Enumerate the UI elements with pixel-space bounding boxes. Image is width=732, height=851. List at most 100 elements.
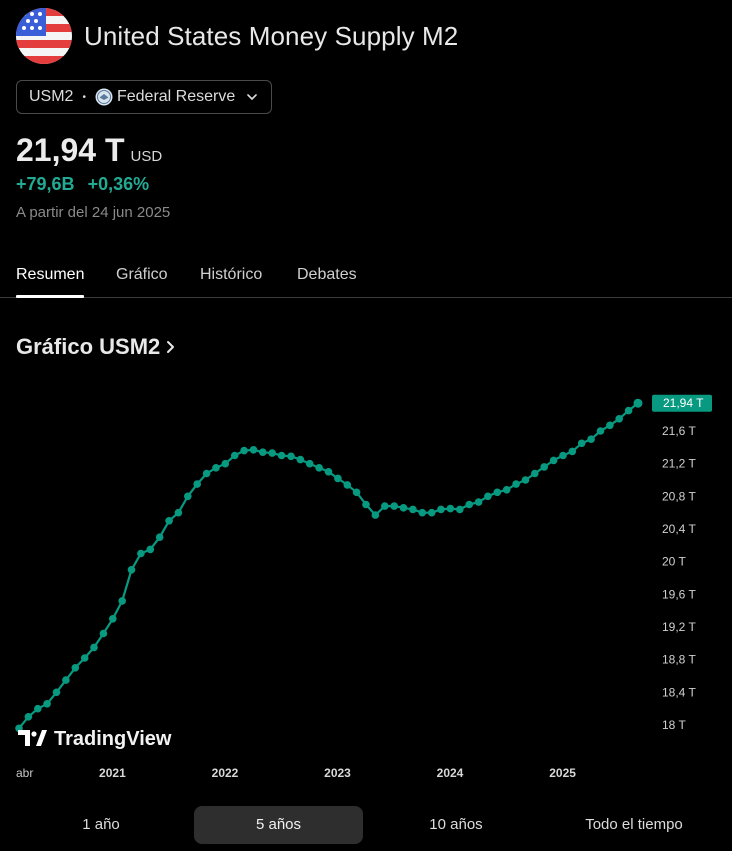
data-point bbox=[202, 469, 211, 478]
data-point bbox=[456, 505, 464, 514]
tab-historico[interactable]: Histórico bbox=[200, 266, 263, 283]
change-percent: +0,36% bbox=[87, 174, 150, 194]
period-10y-button[interactable]: 10 años bbox=[429, 816, 483, 833]
watermark-text: TradingView bbox=[54, 728, 172, 750]
data-point bbox=[137, 549, 145, 558]
data-point bbox=[109, 615, 117, 623]
x-year-label: 2023 bbox=[324, 766, 351, 780]
data-point bbox=[80, 654, 89, 662]
y-tick-label: 21,6 T bbox=[662, 424, 696, 438]
data-point bbox=[399, 504, 408, 512]
data-point bbox=[118, 597, 126, 605]
data-point bbox=[615, 415, 623, 423]
source-label: Federal Reserve bbox=[116, 88, 236, 105]
y-tick-label: 21,2 T bbox=[662, 457, 696, 471]
data-point bbox=[559, 451, 567, 460]
data-point bbox=[165, 517, 173, 525]
tab-bar: Resumen Gráfico Histórico Debates bbox=[0, 262, 732, 298]
data-point bbox=[352, 488, 361, 497]
y-tick-label: 20,8 T bbox=[662, 489, 696, 503]
data-point bbox=[34, 704, 42, 713]
data-point bbox=[381, 502, 389, 510]
data-point bbox=[362, 500, 370, 509]
y-axis: 18 T 18,4 T 18,8 T 19,2 T 19,6 T 20 T 20,4 T 20… bbox=[662, 424, 696, 732]
quote-value-row: 21,94 T USD bbox=[16, 132, 162, 169]
separator-dot: • bbox=[82, 91, 86, 103]
data-point bbox=[296, 455, 305, 464]
data-point bbox=[249, 446, 258, 454]
data-point bbox=[43, 700, 51, 708]
data-point bbox=[155, 533, 164, 541]
chevron-right-icon bbox=[167, 341, 175, 353]
data-point bbox=[287, 452, 295, 461]
data-point bbox=[268, 449, 277, 457]
tradingview-logo-icon bbox=[18, 730, 47, 746]
quote-value: 21,94 T bbox=[16, 132, 125, 168]
data-point bbox=[409, 505, 417, 514]
data-point bbox=[71, 664, 80, 672]
y-tick-label: 20 T bbox=[662, 555, 686, 569]
data-point bbox=[52, 688, 61, 697]
data-point bbox=[568, 447, 577, 456]
symbol-source-selector[interactable]: USM2 • Federal Reserve bbox=[16, 80, 272, 114]
period-1y-button[interactable]: 1 año bbox=[82, 816, 120, 833]
y-tick-label: 19,2 T bbox=[662, 620, 696, 634]
data-point bbox=[99, 629, 108, 638]
data-point bbox=[596, 427, 605, 435]
data-point bbox=[577, 439, 586, 448]
symbol-label: USM2 bbox=[29, 88, 74, 105]
data-point bbox=[212, 464, 220, 472]
tab-grafico[interactable]: Gráfico bbox=[116, 266, 168, 283]
data-point bbox=[474, 498, 483, 506]
section-title: Gráfico USM2 bbox=[16, 334, 161, 359]
series-points bbox=[15, 398, 643, 733]
period-5y-button[interactable]: 5 años bbox=[194, 806, 363, 844]
data-point bbox=[324, 468, 333, 476]
data-point bbox=[606, 421, 614, 430]
data-point bbox=[390, 502, 399, 510]
period-all-button[interactable]: Todo el tiempo bbox=[585, 816, 683, 833]
data-point bbox=[277, 451, 286, 460]
x-axis: abr 2021 2022 2023 2024 2025 bbox=[16, 766, 576, 780]
data-point bbox=[502, 486, 511, 494]
chevron-down-icon bbox=[247, 94, 257, 100]
x-year-label: 2022 bbox=[212, 766, 239, 780]
y-tick-label: 20,4 T bbox=[662, 522, 696, 536]
data-point bbox=[184, 492, 192, 501]
data-point bbox=[437, 505, 445, 514]
data-point bbox=[127, 566, 136, 574]
last-value-badge: 21,94 T bbox=[652, 394, 712, 412]
us-flag-icon bbox=[16, 8, 72, 64]
m2-line-chart[interactable]: 18 T 18,4 T 18,8 T 19,2 T 19,6 T 20 T 20,4 T 20… bbox=[0, 380, 732, 790]
y-tick-label: 18,4 T bbox=[662, 685, 696, 699]
data-point bbox=[633, 398, 643, 408]
data-point bbox=[315, 464, 323, 472]
last-value-label: 21,94 T bbox=[663, 396, 704, 410]
data-point bbox=[587, 435, 595, 443]
x-year-label: 2021 bbox=[99, 766, 126, 780]
data-point bbox=[334, 474, 342, 483]
as-of-date: A partir del 24 jun 2025 bbox=[16, 204, 171, 221]
data-point bbox=[305, 459, 314, 468]
data-point bbox=[418, 508, 427, 517]
page-title: United States Money Supply M2 bbox=[84, 20, 459, 51]
data-point bbox=[446, 504, 455, 513]
data-point bbox=[193, 480, 201, 488]
data-point bbox=[259, 448, 267, 456]
y-tick-label: 18 T bbox=[662, 718, 686, 732]
federal-reserve-seal-icon bbox=[95, 88, 113, 106]
data-point bbox=[465, 500, 474, 509]
data-point bbox=[493, 488, 502, 497]
active-tab-indicator bbox=[16, 295, 84, 298]
y-tick-label: 18,8 T bbox=[662, 653, 696, 667]
chart-section-link[interactable]: Gráfico USM2 bbox=[16, 334, 176, 360]
series-line bbox=[18, 402, 639, 729]
data-point bbox=[512, 480, 520, 488]
page-header: United States Money Supply M2 bbox=[16, 8, 458, 64]
x-start-label: abr bbox=[16, 766, 33, 780]
data-point bbox=[146, 545, 155, 554]
tab-debates[interactable]: Debates bbox=[297, 266, 357, 283]
data-point bbox=[531, 469, 539, 478]
tab-resumen[interactable]: Resumen bbox=[16, 266, 85, 283]
data-point bbox=[549, 456, 558, 465]
